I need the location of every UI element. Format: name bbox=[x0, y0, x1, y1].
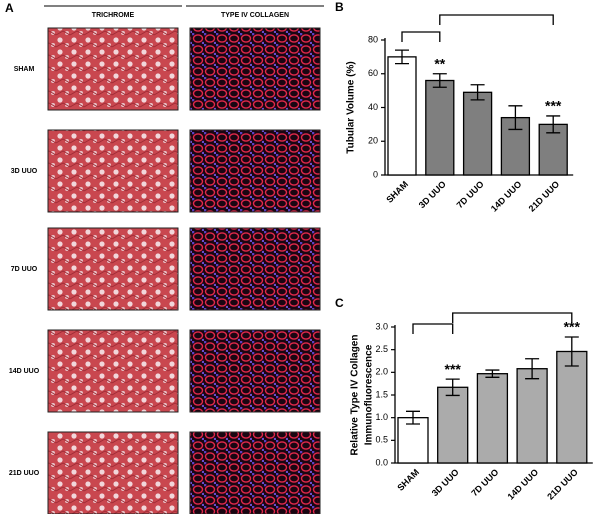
error-bar bbox=[445, 378, 460, 397]
trichrome-image bbox=[47, 27, 179, 111]
y-tick-label: 80 bbox=[368, 34, 378, 44]
y-tick-label: 1.5 bbox=[375, 389, 388, 399]
x-tick-label: 7D UUO bbox=[469, 467, 500, 498]
collagen-image bbox=[189, 227, 321, 311]
x-tick-label: 21D UUO bbox=[545, 467, 580, 502]
panel-label: C bbox=[335, 296, 344, 310]
significance-label: *** bbox=[545, 98, 562, 114]
x-tick-label: SHAM bbox=[395, 467, 421, 493]
significance-label: ** bbox=[434, 55, 445, 71]
bar bbox=[397, 417, 429, 464]
panel-label: A bbox=[5, 1, 14, 15]
column-header: TYPE IV COLLAGEN bbox=[221, 12, 289, 19]
comparison-bracket bbox=[401, 31, 441, 42]
bar bbox=[516, 368, 548, 464]
error-bar bbox=[508, 105, 523, 131]
trichrome-image bbox=[47, 227, 179, 311]
y-tick-label: 60 bbox=[368, 68, 378, 78]
trichrome-image bbox=[47, 129, 179, 213]
error-bar bbox=[470, 84, 485, 101]
x-tick-label: 14D UUO bbox=[506, 467, 541, 502]
trichrome-image bbox=[47, 431, 179, 515]
x-tick-label: SHAM bbox=[384, 179, 410, 205]
comparison-bracket bbox=[452, 312, 573, 323]
trichrome-image bbox=[47, 329, 179, 413]
significance-label: *** bbox=[445, 361, 462, 377]
error-bar bbox=[525, 358, 540, 380]
comparison-bracket bbox=[412, 323, 454, 334]
error-bar bbox=[395, 49, 409, 65]
collagen-image bbox=[189, 129, 321, 213]
y-tick-label: 0.0 bbox=[375, 457, 388, 467]
comparison-bracket bbox=[439, 14, 554, 25]
bar bbox=[462, 91, 493, 176]
y-axis-label: Relative Type IV Collagen bbox=[350, 335, 361, 456]
row-label: 21D UUO bbox=[9, 470, 40, 477]
column-header: TRICHROME bbox=[92, 12, 135, 19]
bar bbox=[387, 56, 417, 176]
y-axis-label: Immunofluorescence bbox=[364, 344, 375, 445]
error-bar bbox=[546, 115, 561, 134]
bar bbox=[425, 79, 455, 176]
y-tick-label: 0 bbox=[373, 169, 378, 179]
collagen-image bbox=[189, 329, 321, 413]
collagen-image bbox=[189, 27, 321, 111]
y-tick-label: 3.0 bbox=[375, 321, 388, 331]
y-tick-label: 0.5 bbox=[375, 435, 388, 445]
error-bar bbox=[406, 410, 420, 425]
y-tick-label: 1.0 bbox=[375, 412, 388, 422]
row-label: 7D UUO bbox=[11, 266, 38, 273]
y-tick-label: 40 bbox=[368, 102, 378, 112]
bar bbox=[437, 386, 469, 464]
error-bar bbox=[432, 73, 447, 88]
y-tick-label: 2.0 bbox=[375, 367, 388, 377]
x-tick-label: 3D UUO bbox=[417, 179, 448, 210]
y-tick-label: 2.5 bbox=[375, 344, 388, 354]
x-tick-label: 7D UUO bbox=[455, 179, 486, 210]
row-label: SHAM bbox=[14, 66, 35, 73]
row-label: 3D UUO bbox=[11, 168, 38, 175]
y-tick-label: 20 bbox=[368, 136, 378, 146]
x-tick-label: 21D UUO bbox=[527, 179, 562, 214]
x-tick-label: 14D UUO bbox=[489, 179, 524, 214]
y-axis-label: Tubular Volume (%) bbox=[346, 61, 357, 153]
error-bar bbox=[485, 369, 500, 378]
bar bbox=[556, 350, 588, 464]
collagen-image bbox=[189, 431, 321, 515]
bar bbox=[476, 373, 509, 464]
panel-label: B bbox=[335, 0, 344, 14]
row-label: 14D UUO bbox=[9, 368, 40, 375]
error-bar bbox=[564, 336, 579, 367]
x-tick-label: 3D UUO bbox=[430, 467, 461, 498]
significance-label: *** bbox=[564, 319, 581, 335]
